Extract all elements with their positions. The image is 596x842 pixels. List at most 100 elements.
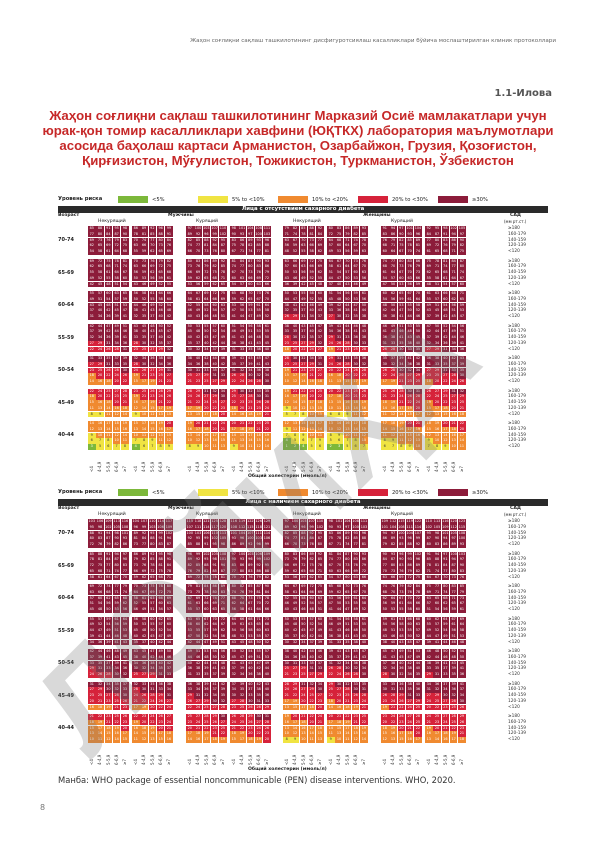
risk-cell: 48 (307, 607, 316, 613)
risk-cell: 76 (351, 563, 360, 569)
risk-cell: 28 (132, 687, 140, 693)
risk-cell: 15 (140, 731, 148, 737)
risk-cell: 73 (343, 563, 352, 569)
risk-cell: 28 (283, 356, 291, 362)
risk-cell: 20 (458, 426, 466, 433)
risk-cell: 70 (238, 270, 246, 276)
risk-cell: 17 (291, 719, 299, 726)
risk-cell: 36 (360, 356, 368, 362)
risk-cell: 67 (397, 249, 406, 255)
risk-cell: 24 (343, 367, 352, 374)
risk-cell: 32 (283, 308, 291, 314)
risk-cell: 110 (148, 519, 157, 525)
risk-cell: 46 (351, 323, 360, 330)
risk-cell: 27 (112, 388, 121, 395)
risk-cell: 54 (381, 275, 389, 282)
risk-cell: 117 (210, 524, 219, 531)
risk-cell: 81 (140, 231, 148, 238)
risk-cell: 71 (458, 291, 466, 297)
risk-cell: 59 (230, 296, 238, 303)
risk-cell: 42 (441, 335, 450, 341)
risk-cell: 43 (112, 654, 121, 661)
risk-cell: 75 (165, 589, 173, 596)
risk-cell: 33 (397, 687, 406, 693)
risk-cell: 15 (381, 731, 389, 737)
risk-cell: 39 (202, 681, 211, 688)
sbp-label: 160-179 (508, 524, 526, 530)
risk-cell: 31 (96, 666, 104, 672)
risk-cell: 6 (381, 444, 389, 450)
risk-cell: 69 (88, 237, 96, 244)
risk-cell: 50 (458, 654, 466, 661)
risk-cell: 44 (194, 639, 202, 646)
risk-cell: 30 (397, 346, 406, 353)
risk-cell: 62 (148, 249, 157, 255)
risk-cell: 58 (88, 574, 96, 581)
risk-cell: 81 (307, 231, 316, 238)
risk-cell: 75 (425, 258, 433, 265)
risk-cell: 82 (210, 264, 219, 270)
risk-cell: 48 (121, 633, 129, 640)
risk-cell: 66 (307, 589, 316, 596)
risk-cell: 65 (449, 601, 458, 607)
risk-cell: 32 (132, 356, 140, 362)
risk-cell: 80 (112, 563, 121, 569)
risk-cell: 97 (230, 551, 238, 558)
risk-cell: 35 (316, 356, 324, 362)
risk-cell: 44 (441, 639, 450, 646)
risk-cell: 45 (121, 654, 129, 661)
risk-cell: 32 (381, 666, 389, 672)
risk-cell: 61 (148, 291, 157, 297)
risk-cell: 31 (327, 660, 335, 667)
risk-cell: 77 (389, 258, 397, 265)
risk-cell: 102 (202, 551, 211, 558)
risk-cell: 72 (156, 589, 165, 596)
risk-cell: 37 (104, 660, 113, 667)
risk-cell: 74 (112, 568, 121, 575)
risk-cell: 57 (343, 270, 352, 276)
risk-cell: 64 (283, 584, 291, 590)
risk-cell: 68 (449, 291, 458, 297)
risk-cell: 78 (263, 595, 271, 602)
age-label: 70-74 (58, 530, 74, 536)
risk-cell: 26 (156, 714, 165, 720)
risk-cell: 38 (381, 639, 389, 646)
risk-cell: 26 (335, 340, 343, 347)
risk-cell: 42 (299, 649, 308, 655)
risk-cell: 79 (458, 589, 466, 596)
risk-cell: 57 (263, 633, 271, 640)
risk-cell: 34 (343, 660, 352, 667)
risk-cell: 13 (156, 411, 165, 418)
risk-cell: 103 (194, 530, 202, 537)
risk-cell: 25 (351, 346, 360, 353)
risk-cell: 47 (254, 660, 263, 667)
risk-cell: 48 (165, 308, 173, 314)
risk-cell: 10 (414, 444, 422, 450)
risk-cell: 12 (425, 411, 433, 418)
risk-cell: 75 (230, 243, 238, 249)
risk-cell: 59 (202, 281, 211, 288)
risk-cell: 5 (96, 444, 104, 450)
risk-cell: 110 (219, 226, 227, 232)
risk-cell: 22 (441, 379, 450, 385)
risk-cell: 41 (291, 302, 299, 309)
risk-cell: 79 (254, 574, 263, 581)
risk-cell: 27 (202, 394, 211, 400)
risk-cell: 110 (425, 519, 433, 525)
risk-cell: 53 (351, 275, 360, 282)
risk-cell: 15 (299, 421, 308, 427)
risk-cell: 47 (405, 654, 414, 661)
risk-cell: 12 (381, 737, 389, 743)
risk-cell: 44 (202, 660, 211, 667)
risk-cell: 25 (140, 388, 148, 395)
risk-cell: 13 (414, 438, 422, 444)
risk-cell: 60 (194, 622, 202, 628)
sbp-label: <120 (508, 737, 520, 743)
risk-cell: 10 (327, 426, 335, 433)
risk-cell: 86 (238, 237, 246, 244)
risk-cell: 20 (316, 704, 324, 711)
risk-cell: 102 (210, 536, 219, 542)
risk-cell: 37 (441, 681, 450, 688)
risk-legend-text: 20% to <30% (392, 489, 428, 496)
risk-cell: 70 (194, 249, 202, 255)
